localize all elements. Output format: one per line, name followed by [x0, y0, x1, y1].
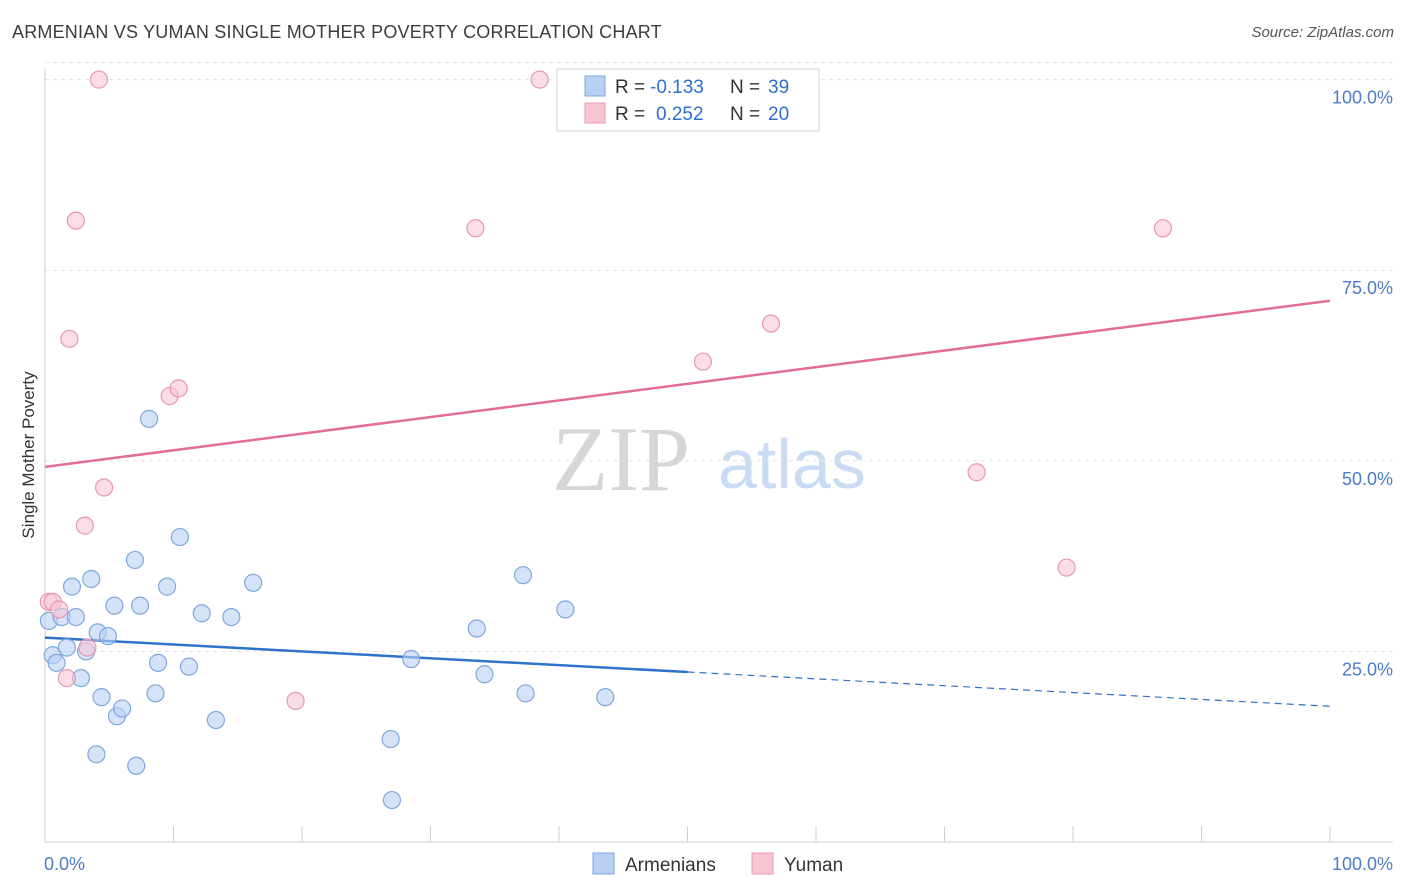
axes [44, 68, 1393, 843]
armenians-point-15 [112, 699, 132, 718]
legend-r-label-yuman: R = [615, 104, 645, 125]
legend: R = -0.133 N = 39 R = 0.252 N = 20 [556, 68, 820, 132]
armenians-point-2 [47, 653, 66, 672]
yuman-point-5 [66, 211, 85, 230]
legend-n-value-armenians: 39 [768, 77, 789, 98]
bottom-legend-swatch-yuman [751, 852, 774, 875]
armenians-point-26 [222, 607, 241, 627]
armenians-point-36 [516, 684, 535, 703]
armenians-point-24 [192, 604, 211, 623]
armenians-point-34 [475, 665, 494, 684]
yuman-point-12 [286, 691, 305, 711]
yuman-point-6 [75, 516, 94, 535]
x-ticks [173, 826, 1331, 842]
y-tick-label-50: 50.0% [1342, 469, 1393, 489]
bottom-legend: Armenians Yuman [592, 852, 843, 876]
x-tick-label-max: 100.0% [1332, 854, 1393, 874]
y-tick-label-100: 100.0% [1332, 88, 1393, 108]
armenians-point-19 [146, 684, 165, 703]
y-tick-label-25: 25.0% [1342, 659, 1393, 679]
y-tick-label-75: 75.0% [1342, 278, 1393, 298]
yuman-point-2 [50, 600, 69, 619]
armenians-point-33 [467, 619, 486, 638]
legend-n-value-yuman: 20 [768, 104, 789, 125]
legend-n-label-armenians: N = [730, 77, 760, 98]
legend-r-value-yuman: 0.252 [656, 104, 704, 125]
armenians-point-32 [402, 649, 421, 669]
armenians-point-6 [66, 607, 85, 627]
armenians-point-22 [170, 527, 190, 547]
yuman-point-8 [89, 70, 109, 89]
armenians-point-23 [179, 657, 199, 676]
y-axis-label: Single Mother Poverty [19, 371, 38, 539]
armenians-point-21 [157, 577, 177, 596]
bottom-legend-label-yuman: Yuman [784, 855, 843, 876]
armenians-point-5 [62, 577, 82, 596]
y-tick-labels: 25.0% 50.0% 75.0% 100.0% [1332, 88, 1393, 680]
armenians-point-30 [381, 729, 400, 749]
legend-r-value-armenians: -0.133 [650, 77, 704, 98]
legend-r-label-armenians: R = [615, 77, 645, 98]
armenians-point-13 [105, 596, 124, 615]
yuman-point-19 [1153, 219, 1173, 238]
yuman-points [39, 70, 1173, 711]
chart-title: ARMENIAN VS YUMAN SINGLE MOTHER POVERTY … [12, 22, 662, 42]
grid-lines [45, 62, 1393, 652]
armenians-point-9 [82, 569, 101, 589]
armenians-trend-line-extension [687, 671, 1331, 707]
legend-swatch-armenians [584, 75, 606, 97]
x-tick-label-min: 0.0% [44, 854, 85, 874]
yuman-point-18 [1057, 558, 1076, 577]
armenians-point-18 [139, 409, 159, 428]
armenians-point-25 [206, 710, 226, 730]
watermark-zip: ZIP [552, 408, 690, 510]
armenians-point-27 [244, 573, 263, 592]
yuman-point-11 [169, 379, 188, 398]
legend-n-label-yuman: N = [730, 104, 760, 125]
armenians-point-31 [382, 790, 402, 810]
armenians-point-16 [125, 550, 145, 570]
yuman-point-9 [95, 478, 114, 497]
yuman-point-15 [693, 352, 713, 371]
yuman-point-3 [57, 668, 76, 688]
armenians-point-38 [596, 688, 615, 707]
trend-lines [44, 299, 1331, 707]
armenians-point-11 [92, 688, 111, 707]
watermark-atlas: atlas [718, 425, 866, 503]
yuman-point-4 [60, 329, 79, 348]
armenians-point-35 [513, 566, 533, 585]
armenians-point-17 [130, 596, 150, 615]
legend-swatch-yuman [584, 102, 606, 124]
yuman-point-14 [530, 70, 549, 89]
yuman-trend-line [44, 299, 1331, 469]
armenians-point-4 [57, 638, 76, 657]
bottom-legend-swatch-armenians [592, 852, 615, 875]
armenians-trend-line [44, 636, 688, 674]
yuman-point-16 [761, 314, 781, 333]
armenians-point-37 [556, 600, 575, 619]
armenians-point-28 [87, 745, 106, 764]
armenians-points [39, 409, 615, 810]
yuman-point-13 [466, 219, 485, 238]
source-label: Source: ZipAtlas.com [1251, 24, 1394, 41]
armenians-point-12 [98, 627, 118, 646]
bottom-legend-label-armenians: Armenians [625, 855, 716, 876]
armenians-point-29 [127, 756, 146, 775]
yuman-point-7 [78, 638, 97, 657]
armenians-point-20 [148, 653, 168, 672]
yuman-point-17 [967, 463, 986, 482]
